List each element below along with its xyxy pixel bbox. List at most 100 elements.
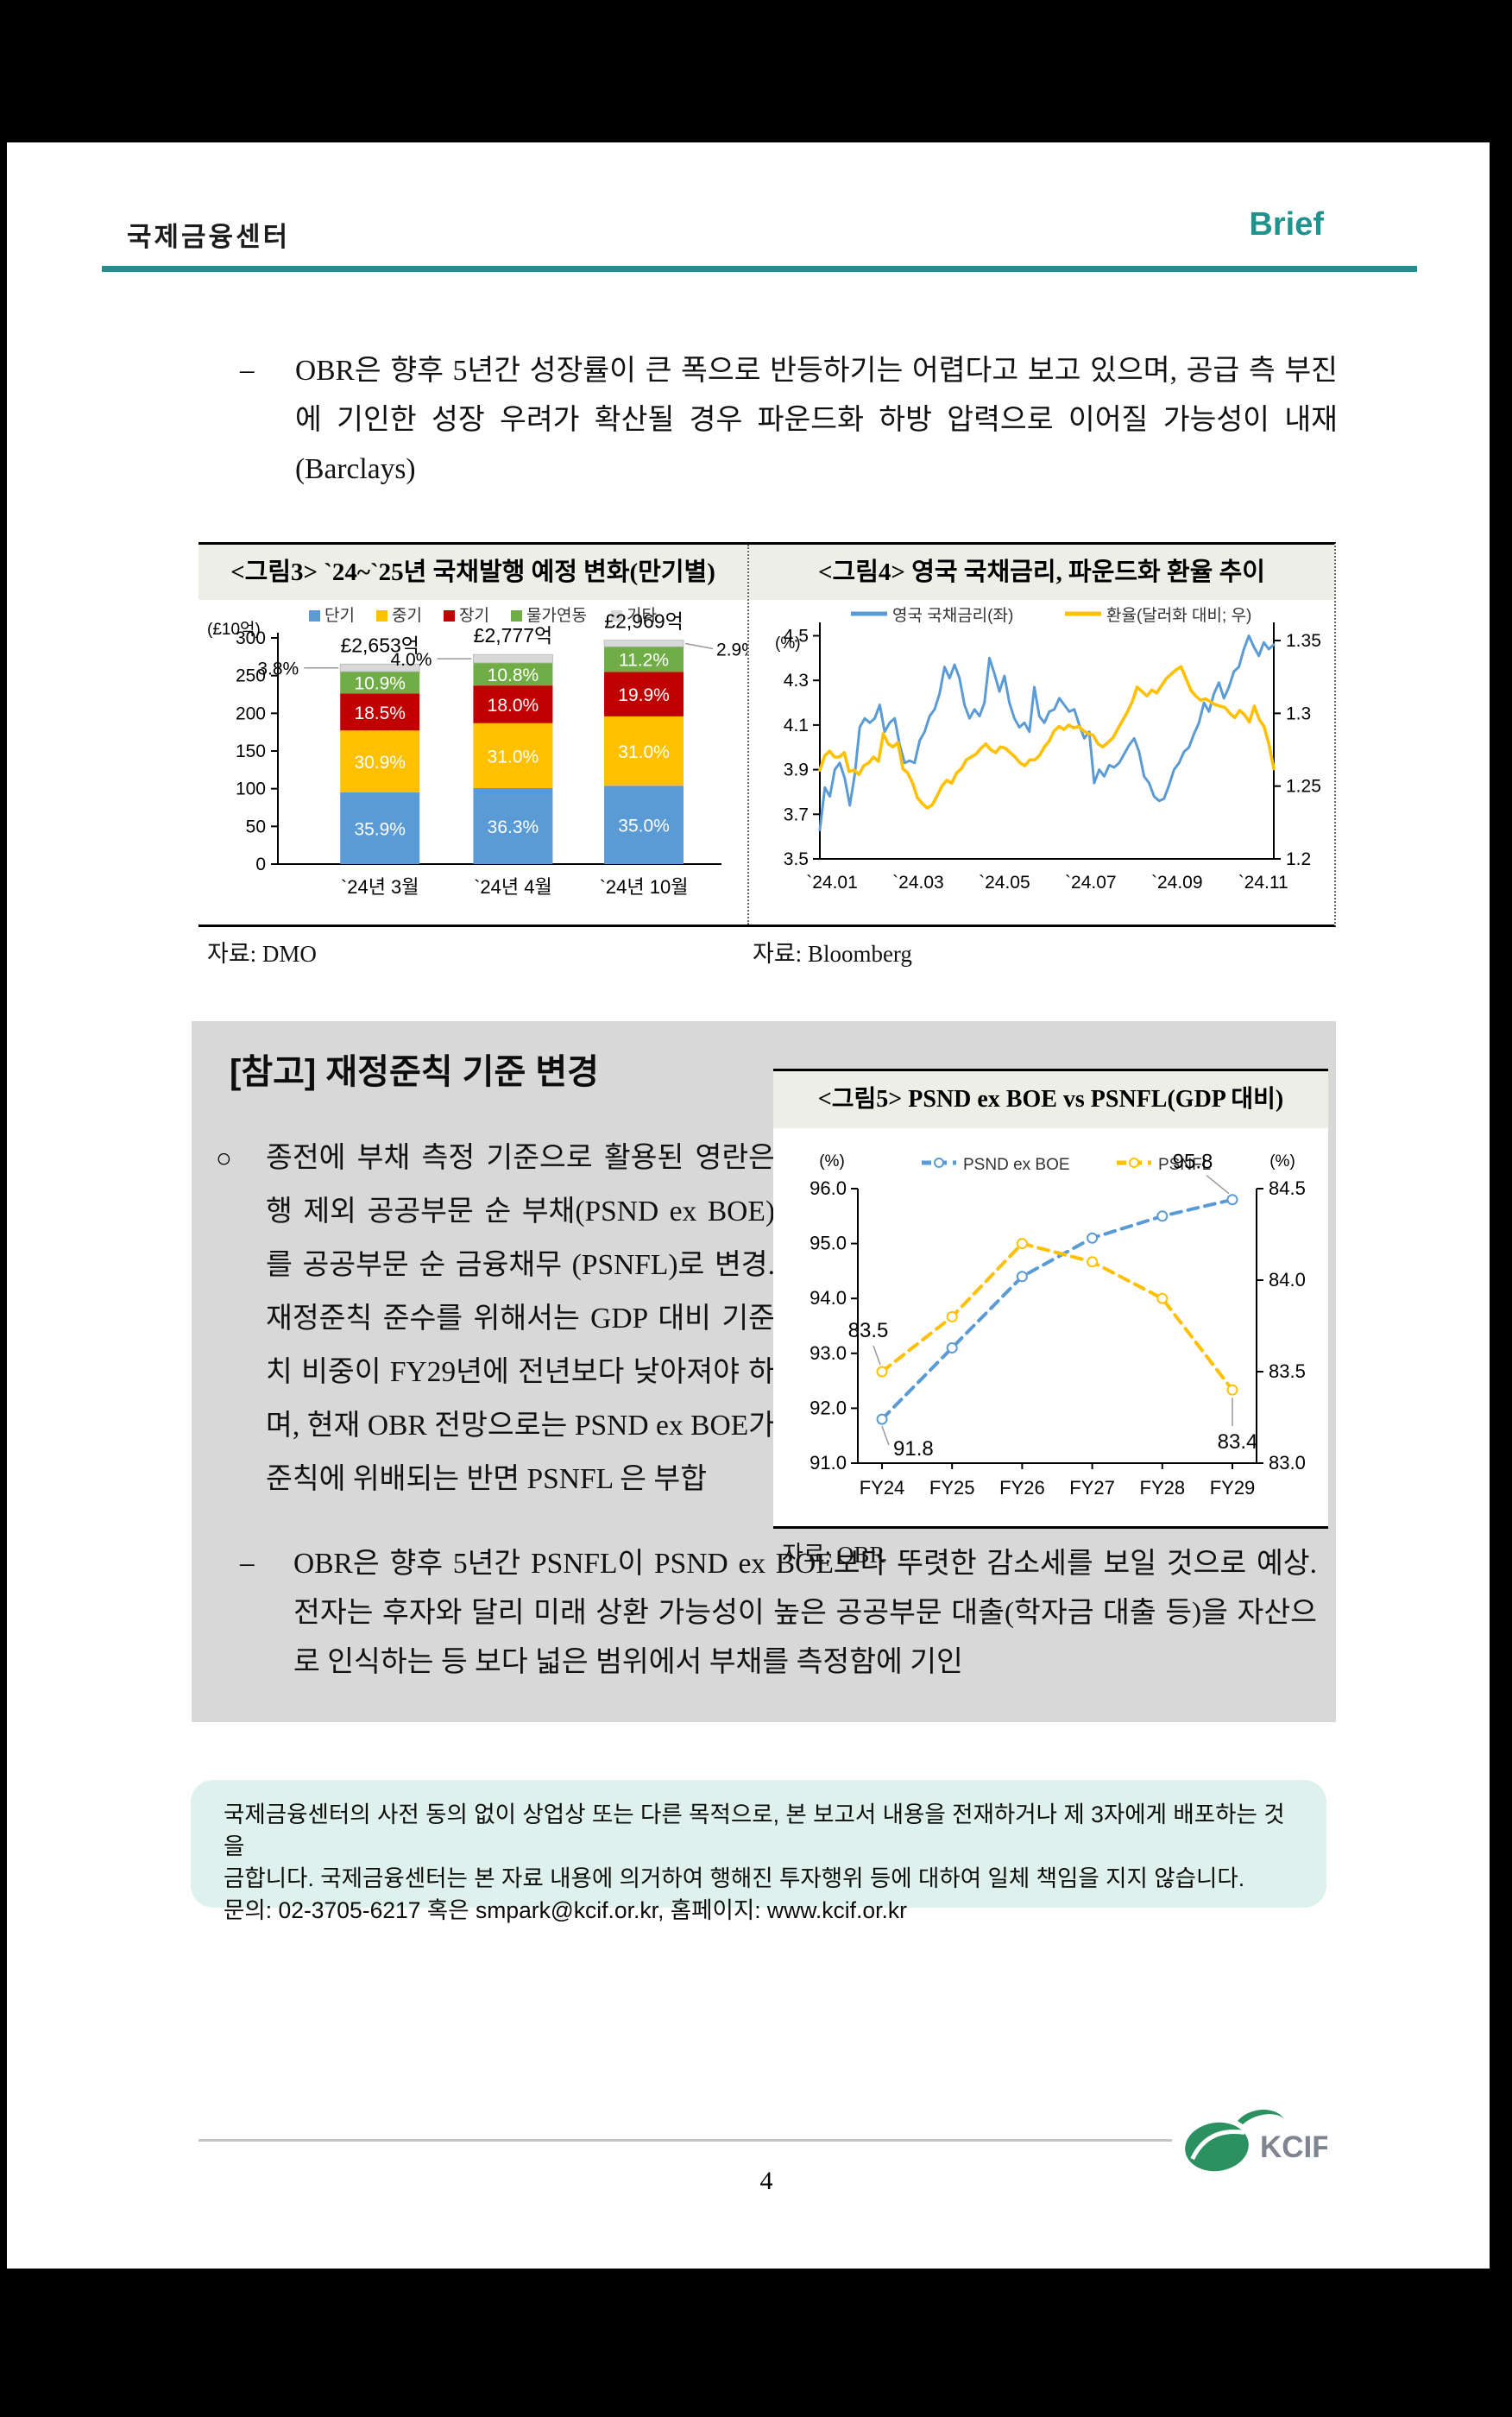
legend-marker xyxy=(1129,1158,1139,1168)
bar-segment xyxy=(604,672,684,716)
right-tick-label: 83.0 xyxy=(1269,1452,1306,1474)
legend-label: PSND ex BOE xyxy=(963,1156,1070,1174)
label-leader xyxy=(1206,1175,1230,1195)
left-tick-label: 4.3 xyxy=(784,671,809,691)
bar-segment xyxy=(604,786,684,864)
disclaimer-line-3: 문의: 02-3705-6217 혹은 smpark@kcif.or.kr, 홈… xyxy=(224,1897,907,1923)
reference-paragraph: ○ 종전에 부채 측정 기준으로 활용된 영란은행 제외 공공부문 순 부채(P… xyxy=(216,1132,775,1506)
y-axis-unit-label: (£10억) xyxy=(207,620,261,639)
data-marker xyxy=(946,1310,958,1322)
point-label: 95.8 xyxy=(1173,1151,1213,1174)
data-marker xyxy=(1156,1292,1169,1304)
data-marker xyxy=(876,1413,888,1425)
bar-segment xyxy=(473,723,553,788)
bar-segment-label: 35.9% xyxy=(354,819,406,839)
disclaimer-line-1: 국제금융센터의 사전 동의 없이 상업상 또는 다른 목적으로, 본 보고서 내… xyxy=(224,1802,1285,1859)
reference-paragraph-text: 종전에 부채 측정 기준으로 활용된 영란은행 제외 공공부문 순 부채(PSN… xyxy=(266,1142,775,1495)
brief-wordmark: Brief xyxy=(1249,206,1324,243)
legend-label: 단기 xyxy=(324,606,355,625)
legend-label: 환율(달러화 대비; 우) xyxy=(1106,606,1251,625)
label-leader xyxy=(873,1345,881,1366)
legend-label: 장기 xyxy=(459,606,489,625)
header-divider xyxy=(102,266,1417,272)
left-tick-label: 3.7 xyxy=(784,805,809,824)
right-tick-label: 1.25 xyxy=(1286,777,1321,797)
legend-swatch xyxy=(376,610,387,622)
right-tick-label: 1.2 xyxy=(1286,849,1311,869)
y-tick-label: 200 xyxy=(236,704,266,723)
data-marker xyxy=(946,1341,958,1354)
reference-bullet-2: – OBR은 향후 5년간 PSNFL이 PSND ex BOE보다 뚜렷한 감… xyxy=(240,1539,1317,1687)
disclaimer-box: 국제금융센터의 사전 동의 없이 상업상 또는 다른 목적으로, 본 보고서 내… xyxy=(191,1780,1326,1923)
x-tick-label: FY24 xyxy=(860,1477,905,1499)
y-tick-label: 50 xyxy=(246,817,266,836)
legend-swatch xyxy=(611,610,622,622)
right-axis-unit-label: (%) xyxy=(1269,1152,1295,1171)
legend-swatch xyxy=(309,610,320,622)
bar-segment xyxy=(340,693,420,731)
figure5-chart-canvas: PSND ex BOE PSNFL (%) (%) 91.0 92.0 93.0 94.0 95… xyxy=(810,1151,1306,1499)
figure4-cell: <그림4> 영국 국채금리, 파운드화 환율 추이 영국 국채금리(좌) 환율(달… xyxy=(747,545,1334,925)
bar-segment-label: 11.2% xyxy=(619,651,669,671)
x-tick-label: `24.09 xyxy=(1151,873,1203,893)
left-tick-label: 3.9 xyxy=(784,760,809,780)
bar-segment xyxy=(340,730,420,792)
bar-segment xyxy=(473,787,553,864)
bullet-dash: – xyxy=(240,1548,255,1579)
bar-segment xyxy=(473,653,553,664)
x-tick-label: FY26 xyxy=(999,1477,1045,1499)
bullet-dash: – xyxy=(240,355,255,386)
bar-segment-label: 18.5% xyxy=(354,704,406,723)
y-tick-label: 300 xyxy=(236,628,266,648)
logo-globe-icon xyxy=(1185,2122,1249,2172)
y-tick-label: 250 xyxy=(236,666,266,686)
x-tick-label: FY25 xyxy=(929,1477,975,1499)
x-tick-label: `24.11 xyxy=(1238,873,1288,893)
body-bullet-1: – OBR은 향후 5년간 성장률이 큰 폭으로 반등하기는 어렵다고 보고 있… xyxy=(240,346,1338,494)
callout-label: 2.9% xyxy=(716,640,747,659)
point-label: 91.8 xyxy=(893,1437,934,1461)
figures-table: <그림3> `24~`25년 국채발행 예정 변화(만기별) 단기 중기 장기 물가연… xyxy=(198,542,1336,927)
data-line-psnd-ex-boe xyxy=(880,1197,1234,1422)
x-tick-label: FY28 xyxy=(1140,1477,1186,1499)
bar-segment xyxy=(339,663,420,672)
right-tick-label: 1.3 xyxy=(1286,704,1311,723)
bar-total-label: £2,777억 xyxy=(474,624,553,647)
logo-swoosh-icon xyxy=(1238,2110,1284,2124)
figure4-chart-canvas: 영국 국채금리(좌) 환율(달러화 대비; 우) (%) 3.5 3.7 3.9 4.1 4.… xyxy=(775,606,1321,893)
y-tick-label: 150 xyxy=(236,742,266,761)
figure4-source: 자료: Bloomberg xyxy=(753,941,912,967)
legend-label: 물가연동 xyxy=(526,606,587,625)
report-page: 국제금융센터 Brief – OBR은 향후 5년간 성장률이 큰 폭으로 반등… xyxy=(7,142,1490,2269)
legend-swatch xyxy=(444,610,455,622)
left-axis-unit-label: (%) xyxy=(819,1152,845,1171)
x-tick-label: `24.05 xyxy=(979,873,1030,893)
y-tick-label: 100 xyxy=(236,779,266,799)
figure3-cell: <그림3> `24~`25년 국채발행 예정 변화(만기별) 단기 중기 장기 물가연… xyxy=(198,545,758,925)
data-marker xyxy=(876,1366,888,1378)
left-tick-label: 92.0 xyxy=(810,1397,847,1418)
x-tick-label: `24년 10월 xyxy=(600,876,689,898)
x-tick-label: `24.07 xyxy=(1065,873,1117,893)
figure4-title: <그림4> 영국 국채금리, 파운드화 환율 추이 xyxy=(749,545,1334,600)
left-tick-label: 95.0 xyxy=(810,1233,847,1254)
bar-segment-label: 10.8% xyxy=(488,666,539,685)
x-tick-label: `24.01 xyxy=(806,873,858,893)
label-leader xyxy=(881,1425,890,1446)
data-marker xyxy=(1016,1238,1028,1250)
left-axis-unit-label: (%) xyxy=(775,634,801,653)
data-marker xyxy=(1016,1271,1028,1283)
bullet-text: OBR은 향후 5년간 성장률이 큰 폭으로 반등하기는 어렵다고 보고 있으며… xyxy=(295,355,1338,485)
data-marker xyxy=(1156,1210,1169,1222)
left-tick-label: 93.0 xyxy=(810,1342,847,1364)
figure3-chart-canvas: 단기 중기 장기 물가연동 기타 (£10억) 0 50 100 150 200 250 300 35.9… xyxy=(207,606,758,898)
left-tick-label: 94.0 xyxy=(810,1287,847,1309)
figure3-title: <그림3> `24~`25년 국채발행 예정 변화(만기별) xyxy=(198,545,747,600)
data-marker xyxy=(1226,1384,1238,1396)
bar-total-label: £2,653억 xyxy=(340,634,419,656)
point-label: 83.5 xyxy=(848,1319,889,1342)
x-tick-label: `24년 3월 xyxy=(341,876,419,898)
bar-segment-label: 31.0% xyxy=(618,742,670,762)
left-tick-label: 91.0 xyxy=(810,1452,847,1474)
